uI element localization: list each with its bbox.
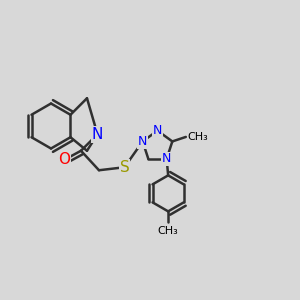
Text: N: N [92, 127, 103, 142]
Text: N: N [153, 124, 162, 137]
Text: CH₃: CH₃ [158, 226, 178, 236]
Text: S: S [120, 160, 129, 175]
Text: O: O [58, 152, 70, 167]
Text: N: N [138, 135, 147, 148]
Text: CH₃: CH₃ [187, 132, 208, 142]
Text: N: N [162, 152, 171, 165]
